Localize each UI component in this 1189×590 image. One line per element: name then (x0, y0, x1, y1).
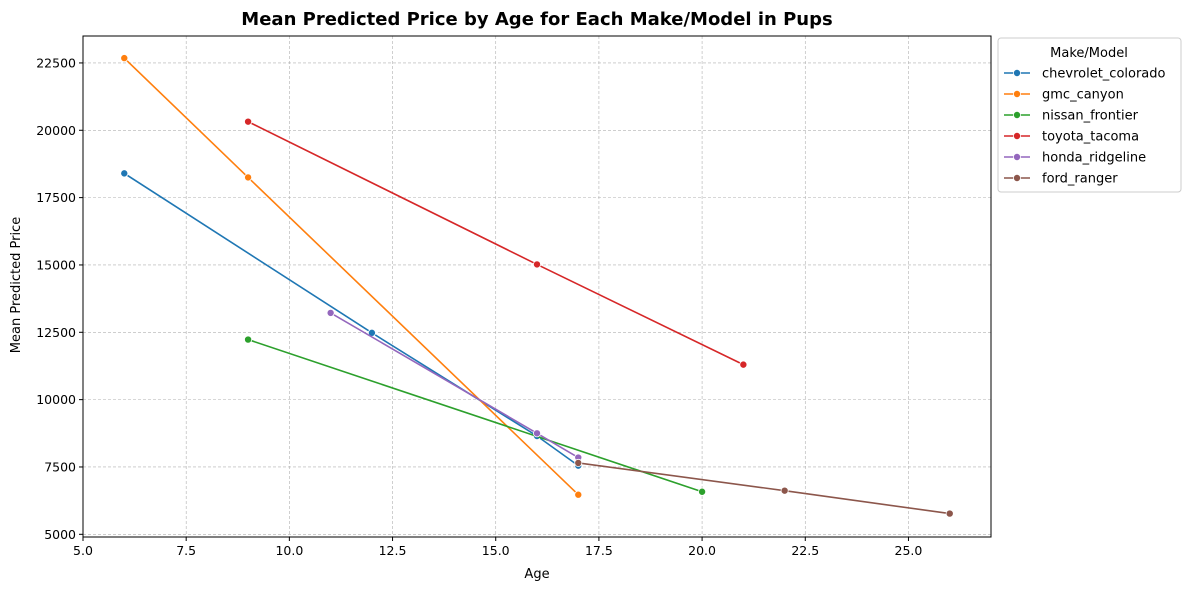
y-axis-ticks: 5000 7500 10000 12500 15000 17500 20000 22500 (36, 55, 83, 542)
data-point-ford_ranger (574, 458, 583, 467)
data-point-gmc_canyon (244, 173, 253, 182)
data-point-honda_ridgeline (533, 429, 542, 438)
x-tick-label: 5.0 (73, 543, 93, 558)
legend-label-toyota_tacoma: toyota_tacoma (1042, 130, 1139, 145)
series-line-gmc_canyon (123, 57, 579, 496)
x-tick-label: 22.5 (791, 543, 819, 558)
x-tick-label: 10.0 (275, 543, 303, 558)
y-tick-label: 12500 (36, 325, 76, 340)
data-point-toyota_tacoma (739, 360, 748, 369)
chart-title: Mean Predicted Price by Age for Each Mak… (241, 9, 832, 30)
legend-marker-toyota_tacoma (1013, 131, 1022, 140)
legend-item-toyota_tacoma: toyota_tacoma (1004, 130, 1139, 145)
legend-item-nissan_frontier: nissan_frontier (1004, 109, 1139, 124)
grid (82, 36, 991, 537)
series-nissan_frontier (244, 335, 707, 496)
series-gmc_canyon (120, 54, 583, 499)
y-tick-label: 22500 (36, 55, 76, 70)
legend-box (997, 37, 1182, 193)
data-point-nissan_frontier (244, 335, 253, 344)
y-tick-label: 20000 (36, 123, 76, 138)
legend-marker-honda_ridgeline (1013, 152, 1022, 161)
legend-marker-nissan_frontier (1013, 111, 1022, 120)
data-point-chevrolet_colorado (120, 169, 129, 178)
legend-label-gmc_canyon: gmc_canyon (1042, 88, 1124, 103)
legend-item-honda_ridgeline: honda_ridgeline (1004, 151, 1146, 166)
series-toyota_tacoma (244, 117, 748, 369)
data-point-toyota_tacoma (244, 117, 253, 126)
legend-label-honda_ridgeline: honda_ridgeline (1042, 151, 1146, 166)
series-line-ford_ranger (578, 462, 950, 515)
series-lines (120, 54, 954, 518)
data-point-honda_ridgeline (326, 308, 335, 317)
legend-marker-gmc_canyon (1013, 90, 1022, 99)
legend-label-ford_ranger: ford_ranger (1042, 172, 1118, 187)
x-tick-label: 25.0 (895, 543, 923, 558)
series-line-honda_ridgeline (330, 312, 579, 459)
x-axis-label: Age (524, 567, 549, 582)
data-point-ford_ranger (780, 486, 789, 495)
series-line-chevrolet_colorado (123, 172, 579, 467)
y-tick-label: 5000 (44, 527, 76, 542)
legend-label-chevrolet_colorado: chevrolet_colorado (1042, 67, 1166, 82)
x-tick-label: 20.0 (688, 543, 716, 558)
x-tick-label: 7.5 (176, 543, 196, 558)
plot-area-frame (82, 35, 992, 538)
y-axis-label: Mean Predicted Price (9, 217, 24, 353)
data-point-nissan_frontier (698, 487, 707, 496)
y-tick-label: 7500 (44, 459, 76, 474)
series-honda_ridgeline (326, 308, 583, 462)
legend-item-ford_ranger: ford_ranger (1004, 172, 1118, 187)
series-ford_ranger (574, 458, 954, 518)
legend-marker-ford_ranger (1013, 173, 1022, 182)
legend-item-chevrolet_colorado: chevrolet_colorado (1004, 67, 1166, 82)
data-point-gmc_canyon (574, 490, 583, 499)
x-tick-label: 15.0 (482, 543, 510, 558)
x-axis-ticks: 5.0 7.5 10.0 12.5 15.0 17.5 20.0 22.5 25.0 (73, 537, 922, 558)
legend-label-nissan_frontier: nissan_frontier (1042, 109, 1139, 124)
legend-title: Make/Model (1050, 46, 1128, 61)
y-tick-label: 15000 (36, 257, 76, 272)
legend-marker-chevrolet_colorado (1013, 69, 1022, 78)
data-point-toyota_tacoma (533, 260, 542, 269)
series-line-nissan_frontier (247, 338, 703, 493)
x-tick-label: 17.5 (585, 543, 613, 558)
x-tick-label: 12.5 (379, 543, 407, 558)
series-chevrolet_colorado (120, 169, 583, 470)
y-tick-label: 17500 (36, 190, 76, 205)
y-tick-label: 10000 (36, 392, 76, 407)
legend-item-gmc_canyon: gmc_canyon (1004, 88, 1124, 103)
legend: Make/Model chevrolet_colorado gmc_canyonn… (997, 37, 1182, 193)
data-point-ford_ranger (945, 509, 954, 518)
data-point-gmc_canyon (120, 54, 129, 63)
